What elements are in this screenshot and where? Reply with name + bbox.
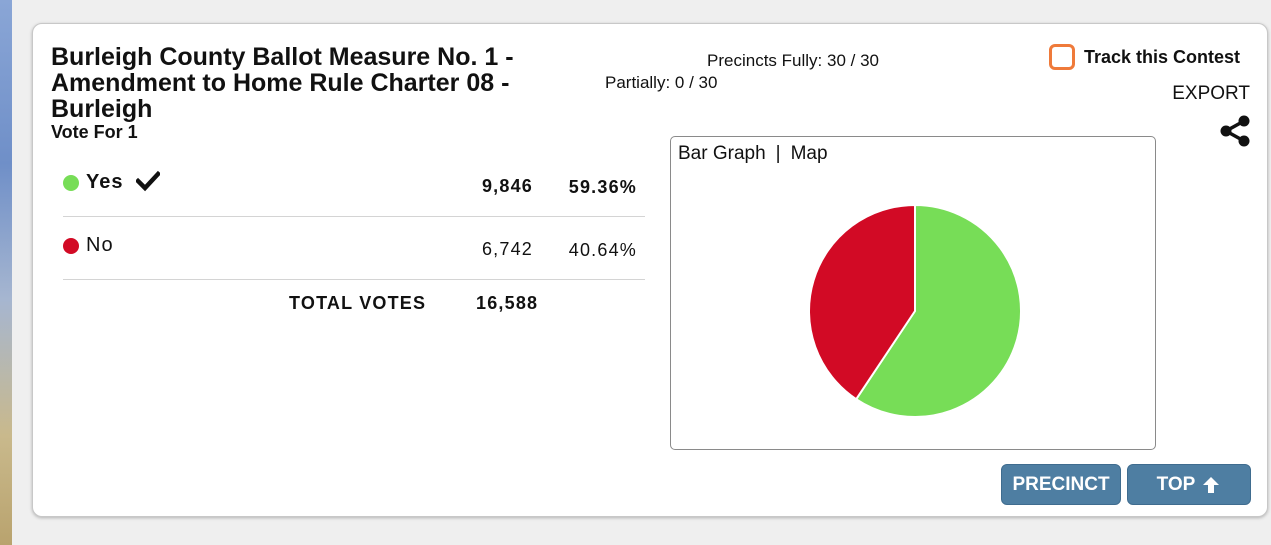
track-contest-checkbox[interactable] xyxy=(1049,44,1075,70)
no-color-dot xyxy=(63,238,79,254)
results-table: Yes 9,846 59.36% No 6,742 40.64% TOTAL V… xyxy=(63,154,645,326)
top-button[interactable]: TOP xyxy=(1127,464,1251,505)
graph-panel: Bar Graph | Map xyxy=(670,136,1156,450)
background-edge xyxy=(0,0,12,545)
pie-chart xyxy=(808,203,1022,418)
pie-slice-yes xyxy=(854,203,1022,418)
precinct-button[interactable]: PRECINCT xyxy=(1001,464,1121,505)
candidate-row-no: No 6,742 40.64% xyxy=(63,217,645,280)
tab-separator: | xyxy=(775,143,781,164)
candidate-votes: 9,846 xyxy=(481,176,533,196)
candidate-name: Yes xyxy=(86,171,124,193)
yes-color-dot xyxy=(63,175,79,191)
precincts-fully: Precincts Fully: 30 / 30 xyxy=(707,51,879,70)
track-contest-label: Track this Contest xyxy=(1084,46,1241,67)
candidate-percent: 59.36% xyxy=(568,177,637,197)
tab-bar-graph[interactable]: Bar Graph xyxy=(678,143,766,164)
candidate-percent: 40.64% xyxy=(568,240,637,260)
tab-map[interactable]: Map xyxy=(790,143,828,164)
arrow-up-icon xyxy=(1203,476,1220,493)
graph-tabs: Bar Graph | Map xyxy=(678,143,828,165)
total-votes-row: TOTAL VOTES 16,588 xyxy=(63,280,645,326)
contest-title: Burleigh County Ballot Measure No. 1 - A… xyxy=(51,43,514,123)
precinct-button-label: PRECINCT xyxy=(1012,473,1110,495)
vote-for-label: Vote For 1 xyxy=(51,122,138,142)
top-button-label: TOP xyxy=(1156,473,1196,495)
candidate-votes: 6,742 xyxy=(481,239,533,259)
share-icon[interactable] xyxy=(1217,113,1253,149)
pie-slice-no xyxy=(808,203,916,401)
total-votes-value: 16,588 xyxy=(476,293,539,313)
total-votes-label: TOTAL VOTES xyxy=(289,293,427,313)
candidate-row-yes: Yes 9,846 59.36% xyxy=(63,154,645,217)
track-contest-toggle[interactable]: Track this Contest xyxy=(1049,44,1240,70)
checkmark-icon xyxy=(136,170,160,192)
precincts-status: Precincts Fully: 30 / 30 Partially: 0 / … xyxy=(593,50,933,94)
candidate-name: No xyxy=(86,234,114,256)
precincts-partially: Partially: 0 / 30 xyxy=(605,73,718,92)
contest-card: Burleigh County Ballot Measure No. 1 - A… xyxy=(32,23,1268,517)
export-link[interactable]: EXPORT xyxy=(1172,83,1250,104)
